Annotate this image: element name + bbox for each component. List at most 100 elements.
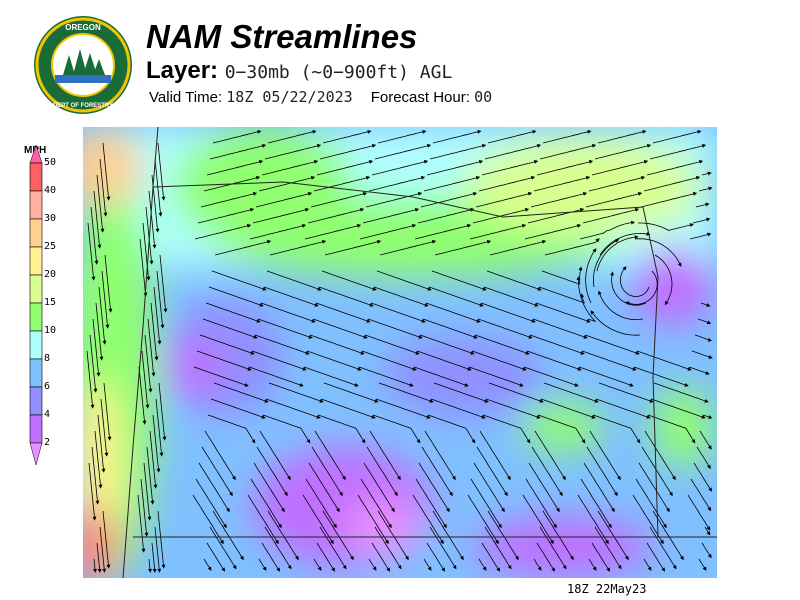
streamline — [530, 191, 588, 208]
streamline — [150, 302, 159, 361]
forecast-value: 00 — [474, 88, 493, 106]
streamline — [264, 526, 292, 570]
streamline — [641, 446, 673, 497]
streamline — [687, 494, 711, 531]
streamline — [478, 558, 487, 571]
streamline — [261, 542, 281, 572]
valid-label: Valid Time: — [149, 89, 223, 106]
streamline — [702, 414, 713, 419]
streamline — [524, 223, 582, 240]
legend-tick: 10 — [44, 325, 57, 336]
streamline — [610, 271, 647, 306]
streamline — [529, 334, 585, 355]
streamline — [531, 446, 563, 497]
streamline — [650, 398, 706, 419]
streamline — [304, 223, 362, 240]
streamline — [468, 366, 524, 387]
streamline — [619, 266, 650, 297]
color-legend — [29, 145, 43, 466]
streamline — [104, 254, 113, 313]
wind-speed-field — [83, 127, 717, 578]
valid-time-info: Valid Time: 18Z 05/22/2023 Forecast Hour:… — [149, 88, 492, 106]
streamline — [209, 526, 237, 570]
streamline — [374, 143, 432, 160]
streamline — [314, 430, 346, 481]
streamline — [320, 398, 376, 419]
streamlines — [86, 129, 713, 573]
streamline — [696, 446, 711, 470]
streamline — [376, 270, 432, 291]
streamline — [159, 254, 168, 313]
streamline — [371, 542, 391, 572]
streamline — [202, 318, 258, 339]
streamline — [155, 398, 164, 457]
streamline — [477, 318, 533, 339]
streamline — [698, 558, 707, 571]
streamline — [253, 462, 285, 513]
streamline — [594, 143, 652, 160]
streamline — [207, 414, 256, 444]
streamline — [596, 235, 639, 272]
streamline — [255, 191, 313, 208]
streamline — [592, 414, 641, 444]
legend-tick: 2 — [44, 437, 51, 448]
streamline — [578, 366, 634, 387]
streamline — [588, 175, 646, 192]
streamline — [303, 366, 359, 387]
streamline — [688, 366, 710, 375]
streamline — [99, 526, 107, 573]
streamline — [634, 238, 682, 267]
streamline — [537, 414, 586, 444]
streamline — [423, 558, 432, 571]
legend-swatch — [29, 274, 43, 304]
streamline — [316, 542, 336, 572]
streamline — [471, 350, 527, 371]
streamline — [479, 430, 511, 481]
streamline — [476, 446, 508, 497]
streamline — [372, 414, 421, 444]
streamline — [473, 462, 505, 513]
streamline — [475, 191, 533, 208]
forecast-label: Forecast Hour: — [370, 89, 470, 106]
streamline — [365, 191, 423, 208]
streamline — [700, 302, 711, 307]
streamline — [316, 159, 374, 176]
streamline — [698, 186, 713, 192]
streamline — [371, 159, 429, 176]
streamline — [322, 129, 372, 144]
streamline — [90, 206, 99, 265]
streamline — [652, 129, 702, 144]
streamline — [374, 526, 402, 570]
legend-swatch — [29, 414, 43, 444]
streamline — [93, 558, 97, 573]
streamline — [598, 290, 644, 321]
streamline — [377, 129, 427, 144]
streamline — [137, 494, 146, 553]
model-timestamp: 18Z 22May23 — [567, 582, 647, 596]
streamline — [470, 478, 502, 529]
streamline — [312, 318, 368, 339]
legend-tick: 4 — [44, 409, 51, 420]
streamline — [481, 542, 501, 572]
streamline — [379, 239, 437, 256]
streamline — [267, 510, 299, 561]
streamline — [266, 270, 322, 291]
streamline — [594, 526, 622, 570]
streamline — [95, 302, 104, 361]
streamline — [576, 276, 596, 322]
streamline — [421, 446, 453, 497]
streamline — [536, 542, 556, 572]
streamline — [597, 510, 629, 561]
streamline — [532, 318, 588, 339]
streamline — [369, 430, 401, 481]
streamline — [200, 191, 258, 208]
streamline — [99, 158, 108, 217]
streamline — [536, 159, 594, 176]
streamline — [542, 510, 574, 561]
streamline — [370, 302, 426, 323]
streamline — [691, 350, 713, 359]
streamline — [647, 414, 696, 444]
streamline — [580, 478, 612, 529]
streamline — [140, 478, 149, 537]
streamline — [193, 366, 249, 387]
